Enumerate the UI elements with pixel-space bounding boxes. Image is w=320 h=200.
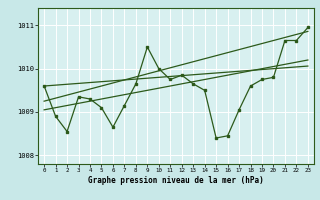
X-axis label: Graphe pression niveau de la mer (hPa): Graphe pression niveau de la mer (hPa) (88, 176, 264, 185)
